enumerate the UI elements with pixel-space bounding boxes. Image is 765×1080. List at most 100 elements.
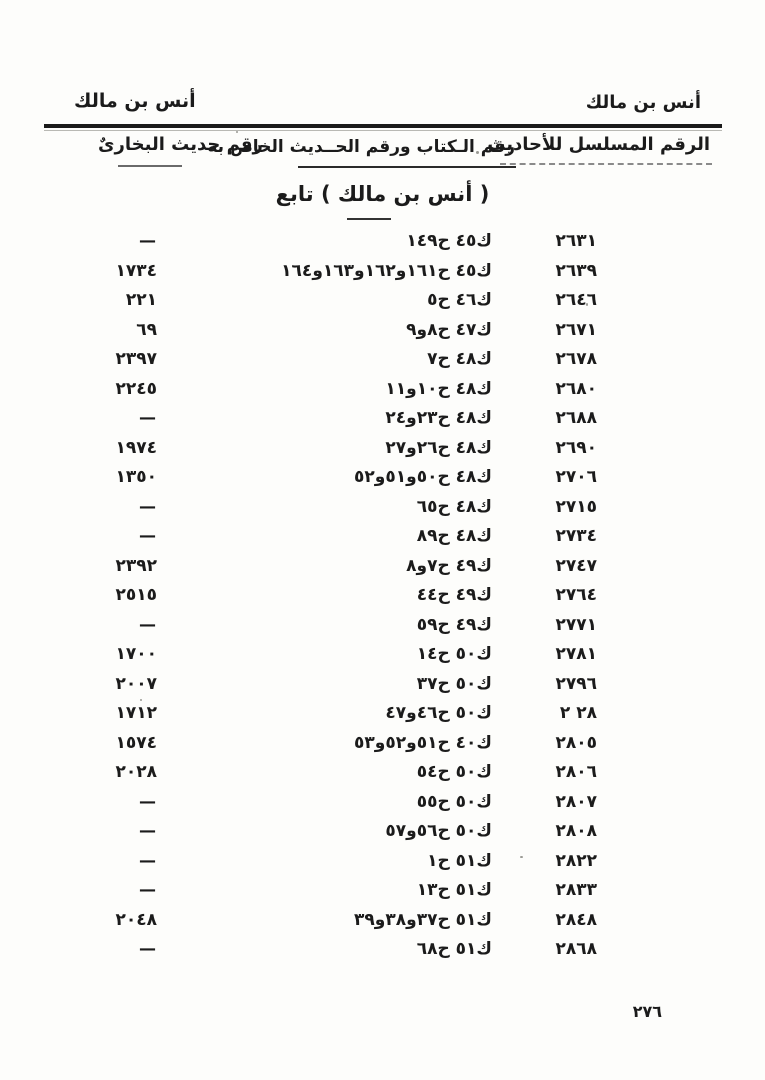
kitab-hadith-ref: ك٤٦ ح٥ — [427, 290, 492, 310]
section-subtitle: ( أنس بن مالك ) تابع — [275, 182, 490, 206]
serial-number: ٢٧٠٦ — [555, 467, 597, 487]
serial-number: ٢٧٨١ — [555, 644, 597, 664]
table-row: ٢٧١٥ ك٤٨ ح٦٥ — — [0, 493, 765, 523]
bukhari-number: ٢٠٢٨ — [115, 762, 157, 782]
header-rule — [44, 124, 722, 128]
serial-number: ٢٨٠٧ — [555, 791, 597, 812]
serial-number: ٢٨٠٨ — [555, 821, 597, 841]
kitab-hadith-ref: ك٤٥ ح١٦١و١٦٢و١٦٣و١٦٤ — [281, 260, 492, 281]
bukhari-number: — — [139, 821, 157, 841]
scan-speck — [520, 856, 523, 858]
table-row: ٢٧٦٤ ك٤٩ ح٤٤ ٢٥١٥ — [0, 581, 765, 611]
kitab-hadith-ref: ك٥٠ ح٤٦و٤٧ — [385, 703, 492, 723]
bukhari-number: ١٥٧٤ — [115, 732, 157, 753]
table-row: ٢٦٧٨ ك٤٨ ح٧ ٢٣٩٧ — [0, 345, 765, 375]
table-row: ٢٦٣١ ك٤٥ ح١٤٩ — — [0, 227, 765, 257]
serial-header-underline — [500, 163, 712, 165]
bukhari-number: ٢٢٤٥ — [115, 378, 157, 399]
bukhari-number: ٢٣٩٧ — [115, 349, 157, 369]
kitab-hadith-ref: ك٥١ ح١ — [427, 850, 492, 871]
bukhari-number: ٢٠٠٧ — [115, 673, 157, 694]
scan-speck — [476, 151, 479, 154]
table-row: ٢٦٤٦ ك٤٦ ح٥ ٢٢١ — [0, 286, 765, 316]
table-row: ٢٨ ٢ ك٥٠ ح٤٦و٤٧ ١٧١٢ — [0, 699, 765, 729]
table-row: ٢٨٤٨ ك٥١ ح٣٧و٣٨و٣٩ ٢٠٤٨ — [0, 906, 765, 936]
kitab-hadith-ref: ك٥٠ ح١٤ — [416, 644, 492, 664]
serial-number: ٢٨٦٨ — [555, 939, 597, 959]
bukhari-number: ١٩٧٤ — [115, 437, 157, 458]
serial-number: ٢٨٠٥ — [555, 732, 597, 753]
running-head-left: أنس بن مالك — [74, 90, 196, 112]
kitab-hadith-ref: ك٤٨ ح٢٦و٢٧ — [385, 437, 492, 458]
table-row: ٢٧٣٤ ك٤٨ ح٨٩ — — [0, 522, 765, 552]
serial-number: ٢٦٣٩ — [555, 260, 597, 281]
column-header-bukhari: رقم حديث البخارىٌ — [98, 134, 263, 155]
bukhari-header-underline — [118, 165, 182, 167]
kitab-hadith-ref: ك٤٨ ح٧ — [427, 349, 492, 369]
table-row: ٢٦٣٩ ك٤٥ ح١٦١و١٦٢و١٦٣و١٦٤ ١٧٣٤ — [0, 257, 765, 287]
kitab-hadith-ref: ك٥٠ ح٥٤ — [416, 762, 492, 782]
bukhari-number: — — [139, 231, 157, 251]
kitab-hadith-ref: ك٥١ ح٦٨ — [416, 939, 492, 959]
running-head-right: أنس بن مالك — [585, 92, 701, 113]
kitab-hadith-ref: ك٤٨ ح٥٠و٥١و٥٢ — [354, 467, 492, 487]
serial-number: ٢٦٧١ — [555, 319, 597, 340]
table-row: ٢٨٠٧ ك٥٠ ح٥٥ — — [0, 788, 765, 818]
kitab-hadith-ref: ك٤٨ ح١٠و١١ — [385, 378, 492, 399]
kitab-hadith-ref: ك٤٠ ح٥١و٥٢و٥٣ — [354, 732, 492, 753]
scan-speck — [236, 131, 238, 133]
column-header-kitab-hadith: رقم الـكتاب ورقم الحــديث الخاص به — [207, 137, 515, 157]
bukhari-number: ٢٠٤٨ — [115, 909, 157, 930]
bukhari-number: — — [139, 850, 157, 871]
kitab-hadith-ref: ك٤٨ ح٦٥ — [416, 496, 492, 517]
table-row: ٢٨٦٨ ك٥١ ح٦٨ — — [0, 935, 765, 965]
kitab-hadith-ref: ك٥١ ح٣٧و٣٨و٣٩ — [354, 909, 492, 930]
bukhari-number: ٢٣٩٢ — [115, 555, 157, 576]
table-row: ٢٨٢٢ ك٥١ ح١ — — [0, 847, 765, 877]
serial-number: ٢٦٨٨ — [555, 408, 597, 428]
bukhari-number: — — [139, 408, 157, 428]
bukhari-number: — — [139, 791, 157, 812]
kitab-hadith-ref: ك٥٠ ح٥٦و٥٧ — [385, 821, 492, 841]
kitab-hadith-ref: ك٥٠ ح٥٥ — [416, 791, 492, 812]
serial-number: ٢٧٦٤ — [555, 585, 597, 605]
kitab-hadith-ref: ك٤٩ ح٥٩ — [416, 614, 492, 635]
bukhari-number: ١٧١٢ — [115, 703, 157, 723]
kitab-header-underline — [298, 166, 516, 168]
bukhari-number: — — [139, 526, 157, 546]
table-row: ٢٨٠٥ ك٤٠ ح٥١و٥٢و٥٣ ١٥٧٤ — [0, 729, 765, 759]
serial-number: ٢٨٢٢ — [555, 850, 597, 871]
table-row: ٢٧٧١ ك٤٩ ح٥٩ — — [0, 611, 765, 641]
serial-number: ٢٨٣٣ — [555, 880, 597, 900]
table-row: ٢٦٧١ ك٤٧ ح٨و٩ ٦٩ — [0, 316, 765, 346]
bukhari-number: ٦٩ — [136, 319, 157, 340]
bukhari-number: — — [139, 496, 157, 517]
kitab-hadith-ref: ك٤٩ ح٤٤ — [416, 585, 492, 605]
table-row: ٢٦٨٠ ك٤٨ ح١٠و١١ ٢٢٤٥ — [0, 375, 765, 405]
serial-number: ٢٦٣١ — [555, 231, 597, 251]
serial-number: ٢٦٩٠ — [555, 437, 597, 458]
table-row: ٢٨٠٨ ك٥٠ ح٥٦و٥٧ — — [0, 817, 765, 847]
kitab-hadith-ref: ك٤٨ ح٨٩ — [416, 526, 492, 546]
bukhari-number: ٢٥١٥ — [115, 585, 157, 605]
kitab-hadith-ref: ك٤٧ ح٨و٩ — [406, 319, 492, 340]
kitab-hadith-ref: ك٤٨ ح٢٣و٢٤ — [385, 408, 492, 428]
subtitle-underline — [347, 218, 391, 220]
kitab-hadith-ref: ك٥١ ح١٣ — [416, 880, 492, 900]
column-header-serial: الرقم المسلسل للأحاديث — [487, 134, 710, 155]
table-row: ٢٧٩٦ ك٥٠ ح٣٧ ٢٠٠٧ — [0, 670, 765, 700]
serial-number: ٢٨٤٨ — [555, 909, 597, 930]
serial-number: ٢٧٩٦ — [555, 673, 597, 694]
header-rule-shadow — [44, 130, 722, 131]
bukhari-number: ١٣٥٠ — [115, 467, 157, 487]
serial-number: ٢٧٧١ — [555, 614, 597, 635]
scan-speck — [140, 699, 142, 701]
scan-speck — [586, 303, 588, 306]
bukhari-number: — — [139, 939, 157, 959]
bukhari-number: ١٧٣٤ — [115, 260, 157, 281]
kitab-hadith-ref: ك٤٥ ح١٤٩ — [406, 231, 492, 251]
table-row: ٢٧٠٦ ك٤٨ ح٥٠و٥١و٥٢ ١٣٥٠ — [0, 463, 765, 493]
hadith-index-table: ٢٦٣١ ك٤٥ ح١٤٩ — ٢٦٣٩ ك٤٥ ح١٦١و١٦٢و١٦٣و١٦٤ ١٧٣… — [0, 227, 765, 965]
serial-number: ٢٧٤٧ — [555, 555, 597, 576]
